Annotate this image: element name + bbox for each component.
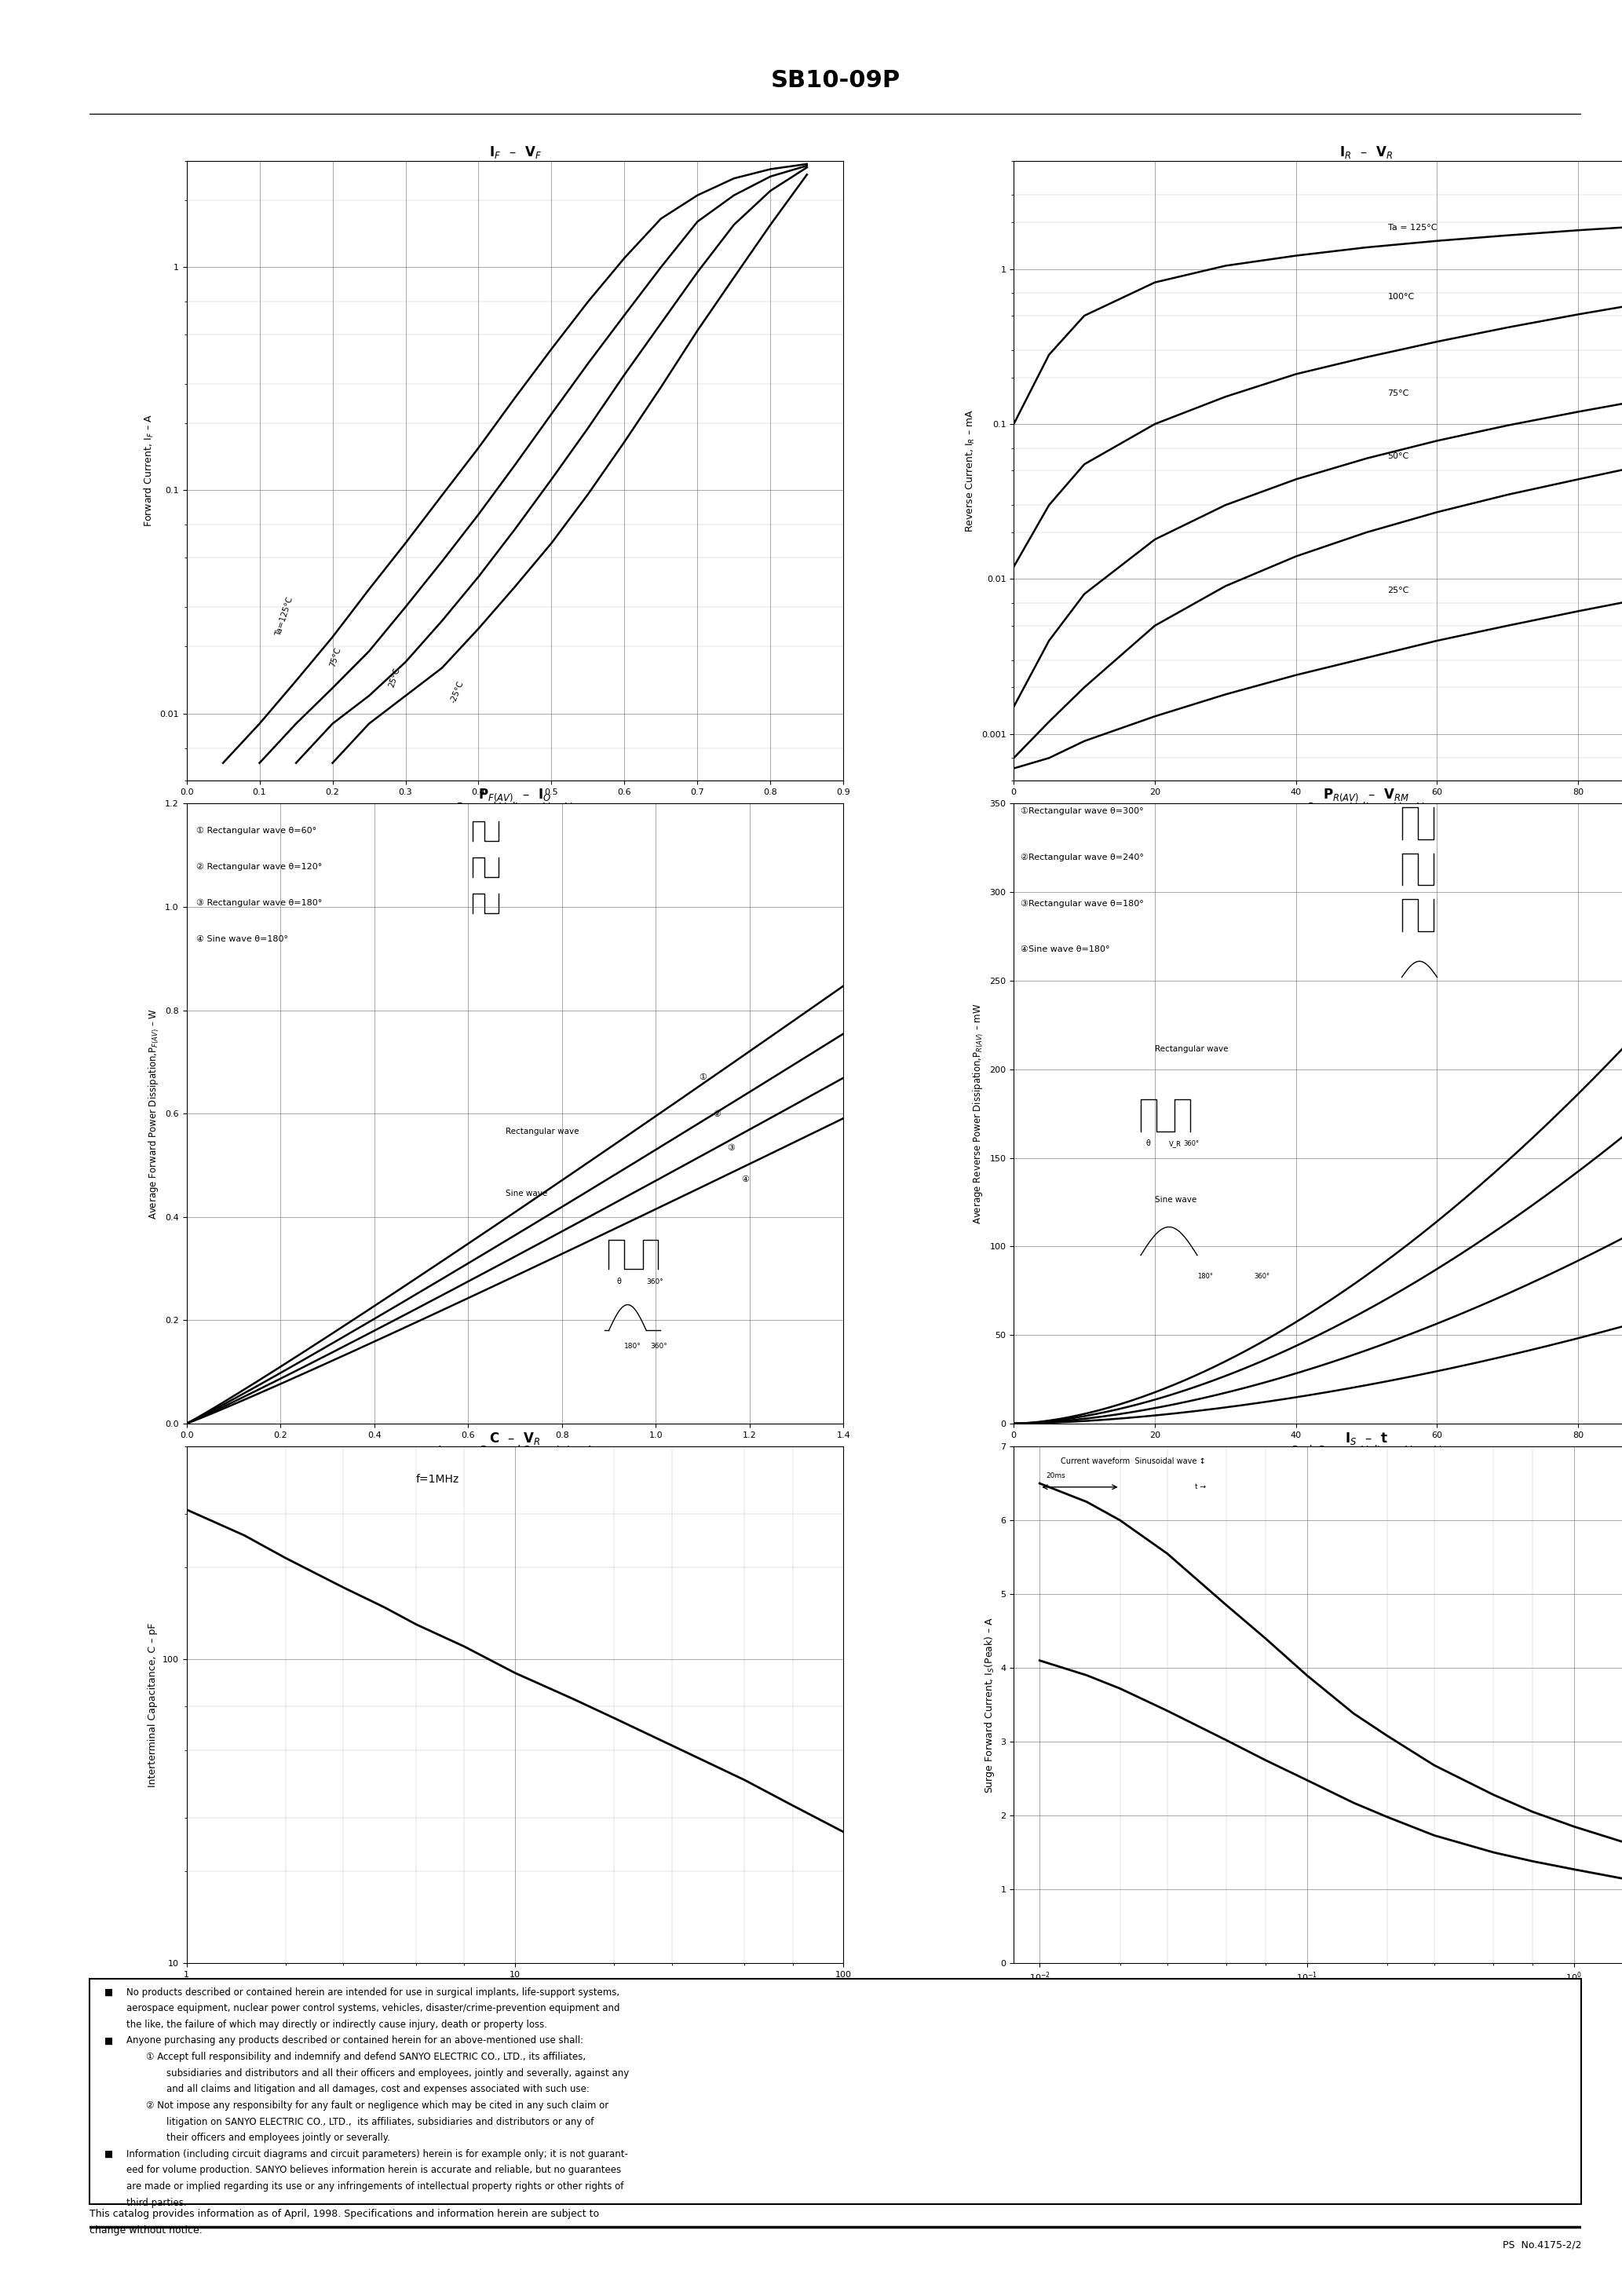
Title: P$_{R(AV)}$  –  V$_{RM}$: P$_{R(AV)}$ – V$_{RM}$	[1324, 788, 1410, 804]
Text: litigation on SANYO ELECTRIC CO., LTD.,  its affiliates, subsidiaries and distri: litigation on SANYO ELECTRIC CO., LTD., …	[167, 2117, 594, 2126]
Text: 25°C: 25°C	[1388, 585, 1410, 595]
Text: 180°: 180°	[624, 1343, 641, 1350]
Text: f=1MHz: f=1MHz	[417, 1474, 459, 1486]
Text: ■: ■	[104, 1986, 114, 1998]
Text: V_R: V_R	[1169, 1139, 1181, 1148]
Text: 360°: 360°	[1182, 1139, 1199, 1148]
X-axis label: Average Forward Current, I$_O$ – A: Average Forward Current, I$_O$ – A	[436, 1444, 594, 1456]
Text: 180°: 180°	[1197, 1272, 1213, 1279]
Text: ■: ■	[104, 2037, 114, 2046]
Text: θ: θ	[616, 1279, 621, 1286]
Text: θ: θ	[1147, 1139, 1150, 1148]
Y-axis label: Average Reverse Power Dissipation,P$_{R(AV)}$ – mW: Average Reverse Power Dissipation,P$_{R(…	[972, 1003, 985, 1224]
Title: I$_F$  –  V$_F$: I$_F$ – V$_F$	[488, 145, 542, 161]
Text: ①: ①	[699, 1072, 707, 1081]
Text: ① Accept full responsibility and indemnify and defend SANYO ELECTRIC CO., LTD., : ① Accept full responsibility and indemni…	[146, 2053, 586, 2062]
Text: ③: ③	[727, 1143, 735, 1153]
Text: 360°: 360°	[1254, 1272, 1270, 1279]
Text: This catalog provides information as of April, 1998. Specifications and informat: This catalog provides information as of …	[89, 2209, 599, 2236]
Text: Ta=125°C: Ta=125°C	[274, 595, 294, 636]
Text: ② Rectangular wave θ=120°: ② Rectangular wave θ=120°	[196, 863, 321, 870]
X-axis label: Forward Voltage, V$_F$ – V: Forward Voltage, V$_F$ – V	[456, 801, 574, 813]
Text: ③ Rectangular wave θ=180°: ③ Rectangular wave θ=180°	[196, 900, 321, 907]
Y-axis label: Surge Forward Current, I$_S$(Peak) – A: Surge Forward Current, I$_S$(Peak) – A	[983, 1616, 996, 1793]
Text: ■: ■	[104, 2149, 114, 2158]
Text: Sine wave: Sine wave	[506, 1189, 547, 1199]
Text: Ta = 125°C: Ta = 125°C	[1388, 223, 1437, 232]
Text: 25°C: 25°C	[388, 666, 401, 689]
Text: ④Sine wave θ=180°: ④Sine wave θ=180°	[1020, 946, 1109, 953]
Title: I$_R$  –  V$_R$: I$_R$ – V$_R$	[1340, 145, 1393, 161]
Text: 20ms: 20ms	[1046, 1472, 1066, 1479]
Text: ②: ②	[712, 1111, 720, 1118]
Text: the like, the failure of which may directly or indirectly cause injury, death or: the like, the failure of which may direc…	[127, 2020, 547, 2030]
Text: eed for volume production. SANYO believes information herein is accurate and rel: eed for volume production. SANYO believe…	[127, 2165, 621, 2174]
X-axis label: Reverse Voltage, V$_R$ – V: Reverse Voltage, V$_R$ – V	[456, 1984, 574, 1995]
Text: are made or implied regarding its use or any infringements of intellectual prope: are made or implied regarding its use or…	[127, 2181, 624, 2193]
Y-axis label: Reverse Current, I$_R$ – mA: Reverse Current, I$_R$ – mA	[965, 409, 976, 533]
Text: their officers and employees jointly or severally.: their officers and employees jointly or …	[167, 2133, 391, 2142]
Text: Rectangular wave: Rectangular wave	[1155, 1045, 1228, 1054]
Text: PS  No.4175-2/2: PS No.4175-2/2	[1502, 2241, 1581, 2250]
Text: t →: t →	[1194, 1483, 1205, 1490]
Y-axis label: Interterminal Capacitance, C – pF: Interterminal Capacitance, C – pF	[148, 1623, 157, 1786]
Text: Current waveform  Sinusoidal wave ↕: Current waveform Sinusoidal wave ↕	[1061, 1458, 1205, 1465]
Text: Rectangular wave: Rectangular wave	[506, 1127, 579, 1137]
Text: ④: ④	[741, 1176, 749, 1182]
Title: I$_S$  –  t: I$_S$ – t	[1345, 1430, 1388, 1446]
Text: ② Not impose any responsibilty for any fault or negligence which may be cited in: ② Not impose any responsibilty for any f…	[146, 2101, 608, 2110]
X-axis label: Reverse Voltage, V$_R$ – V: Reverse Voltage, V$_R$ – V	[1307, 801, 1426, 813]
Text: 360°: 360°	[650, 1343, 667, 1350]
Text: subsidiaries and distributors and all their officers and employees, jointly and : subsidiaries and distributors and all th…	[167, 2069, 629, 2078]
Text: No products described or contained herein are intended for use in surgical impla: No products described or contained herei…	[127, 1986, 620, 1998]
Text: ① Rectangular wave θ=60°: ① Rectangular wave θ=60°	[196, 827, 316, 836]
Text: 360°: 360°	[646, 1279, 663, 1286]
Text: 75°C: 75°C	[329, 645, 342, 668]
Title: C  –  V$_R$: C – V$_R$	[490, 1430, 540, 1446]
Title: P$_{F(AV)}$  –  I$_O$: P$_{F(AV)}$ – I$_O$	[478, 788, 551, 804]
Text: and all claims and litigation and all damages, cost and expenses associated with: and all claims and litigation and all da…	[167, 2085, 590, 2094]
Text: ③Rectangular wave θ=180°: ③Rectangular wave θ=180°	[1020, 900, 1144, 907]
Text: Anyone purchasing any products described or contained herein for an above-mentio: Anyone purchasing any products described…	[127, 2037, 584, 2046]
Y-axis label: Average Forward Power Dissipation,P$_{F(AV)}$ – W: Average Forward Power Dissipation,P$_{F(…	[148, 1008, 161, 1219]
Text: SB10-09P: SB10-09P	[770, 69, 900, 92]
Text: 50°C: 50°C	[1388, 452, 1410, 461]
Text: -25°C: -25°C	[449, 680, 466, 705]
Text: Sine wave: Sine wave	[1155, 1196, 1197, 1203]
Text: ①Rectangular wave θ=300°: ①Rectangular wave θ=300°	[1020, 808, 1144, 815]
X-axis label: Peak Reverse Voltage, V$_{RM}$ – V: Peak Reverse Voltage, V$_{RM}$ – V	[1291, 1444, 1442, 1456]
X-axis label: Time, t – s: Time, t – s	[1341, 1988, 1392, 1998]
Text: third parties.: third parties.	[127, 2197, 187, 2209]
Y-axis label: Forward Current, I$_F$ – A: Forward Current, I$_F$ – A	[143, 413, 156, 528]
Text: ④ Sine wave θ=180°: ④ Sine wave θ=180°	[196, 934, 287, 944]
Text: 100°C: 100°C	[1388, 294, 1414, 301]
Text: 75°C: 75°C	[1388, 390, 1410, 397]
Text: Information (including circuit diagrams and circuit parameters) herein is for ex: Information (including circuit diagrams …	[127, 2149, 628, 2158]
Text: aerospace equipment, nuclear power control systems, vehicles, disaster/crime-pre: aerospace equipment, nuclear power contr…	[127, 2002, 620, 2014]
Text: ②Rectangular wave θ=240°: ②Rectangular wave θ=240°	[1020, 854, 1144, 861]
